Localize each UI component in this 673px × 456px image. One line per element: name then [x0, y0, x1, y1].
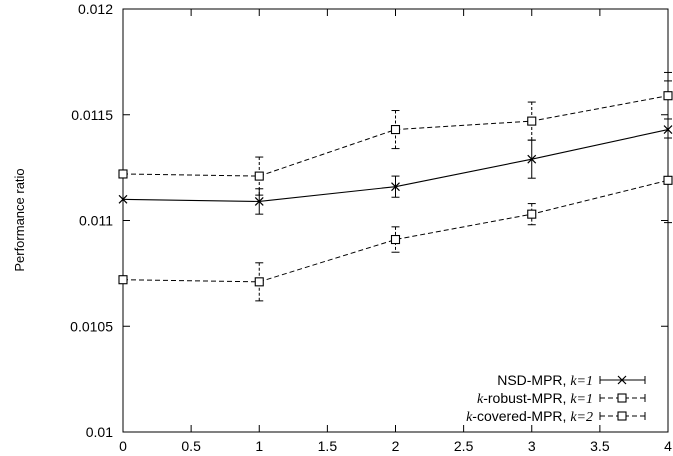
legend: NSD-MPR, k=1k-robust-MPR, k=1k-covered-M… [466, 372, 646, 425]
data-point [390, 234, 401, 245]
y-tick-label: 0.0115 [71, 107, 113, 123]
data-point [663, 125, 673, 134]
plot-frame [122, 8, 669, 433]
x-tick-label: 2.5 [454, 438, 474, 454]
data-point [390, 125, 401, 135]
data-point [118, 194, 128, 204]
data-point [527, 154, 537, 164]
y-axis-label: Performance ratio [12, 168, 27, 271]
series-line [122, 179, 669, 283]
legend-marker [617, 393, 627, 403]
y-tick-label: 0.011 [79, 213, 113, 229]
x-tick-label: 2 [392, 438, 400, 454]
x-tick-label: 0.5 [181, 438, 201, 454]
series-0 [118, 80, 673, 215]
legend-label: k-covered-MPR, k=2 [466, 408, 593, 425]
x-tick-label: 0 [119, 438, 127, 454]
axis-ticks: 0 0.5 1 1.5 2 2.5 3 3.5 4 0.01 0.0105 0.011 0.0115 0.… [70, 1, 672, 454]
data-point [118, 275, 128, 285]
x-tick-label: 3.5 [590, 438, 610, 454]
x-tick-label: 1.5 [318, 438, 338, 454]
data-point [663, 91, 673, 101]
series-group [118, 71, 673, 302]
legend-label: k-robust-MPR, k=1 [477, 390, 593, 407]
data-point [527, 116, 537, 126]
x-tick-label: 4 [664, 438, 672, 454]
y-tick-label: 0.012 [78, 1, 113, 17]
data-point [254, 277, 264, 287]
x-tick-label: 1 [255, 438, 263, 454]
series-1 [118, 71, 673, 196]
series-2 [118, 137, 673, 302]
data-point [118, 169, 128, 179]
data-point [254, 197, 264, 206]
legend-label: NSD-MPR, k=1 [497, 372, 593, 389]
y-tick-label: 0.01 [86, 424, 113, 440]
data-point [527, 209, 537, 219]
data-point [254, 171, 264, 181]
data-point [391, 182, 400, 192]
legend-marker [617, 375, 627, 385]
legend-marker [617, 411, 627, 421]
x-tick-label: 3 [528, 438, 536, 454]
data-point [663, 175, 673, 185]
y-tick-label: 0.0105 [70, 318, 113, 334]
